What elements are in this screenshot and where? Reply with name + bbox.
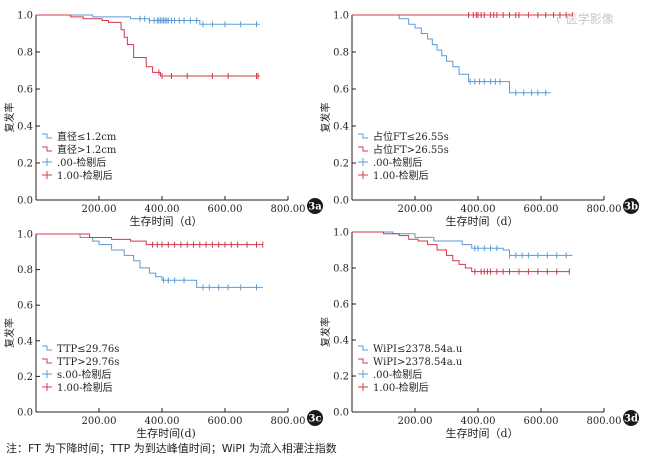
- panel-badge-label: 3d: [624, 414, 638, 425]
- x-axis-title: 生存时间（d）: [445, 426, 518, 440]
- x-tick-label: 800.00: [587, 416, 622, 427]
- y-axis-title: 复发率: [3, 103, 16, 133]
- x-tick-label: 400.00: [461, 204, 496, 215]
- x-tick-label: 400.00: [145, 204, 180, 215]
- y-tick-label: 1.0: [17, 11, 33, 22]
- y-tick-label: 0.6: [333, 85, 349, 96]
- km-curve-red: [36, 233, 263, 246]
- legend-label: .00-检剔后: [57, 156, 106, 169]
- y-tick-label: 0.6: [17, 85, 33, 96]
- km-curve-blue: [36, 14, 260, 25]
- x-axis-title: 生存时间（d）: [445, 214, 518, 228]
- km-curve-blue: [352, 14, 551, 94]
- chart-panel-3b: 200.00 400.00 600.00 800.00 0.0 0.2 0.4 0.6 0.8 1…: [319, 11, 639, 228]
- x-axis-title: 生存时间(d): [136, 426, 196, 440]
- y-tick-label: 0.4: [333, 122, 349, 133]
- x-tick-label: 600.00: [524, 416, 559, 427]
- y-tick-label: 0.8: [17, 48, 33, 59]
- legend-label: TTP>29.76s: [57, 357, 119, 368]
- legend-label: 占位FT>26.55s: [373, 143, 449, 156]
- panel-badge-label: 3a: [308, 202, 322, 213]
- km-curve-red: [352, 231, 570, 273]
- chart-panel-3d: 200.00 400.00 600.00 800.00 0.0 0.2 0.4 0.6 0.8 1…: [319, 228, 639, 440]
- y-axis-title: 复发率: [319, 317, 332, 347]
- legend-label: 占位FT≤26.55s: [373, 130, 449, 143]
- x-tick-label: 200.00: [82, 416, 117, 427]
- x-tick-label: 200.00: [82, 204, 117, 215]
- km-curve-blue: [352, 231, 573, 256]
- y-tick-label: 0.2: [333, 159, 349, 170]
- km-curve-blue: [36, 233, 263, 288]
- legend-label: 1.00-检剔后: [57, 381, 113, 394]
- x-tick-label: 400.00: [461, 416, 496, 427]
- y-tick-label: 0.8: [17, 265, 33, 276]
- x-tick-label: 600.00: [208, 204, 243, 215]
- legend-label: .00-检剔后: [373, 368, 422, 381]
- legend-label: s.00-检剔后: [57, 368, 111, 381]
- y-tick-label: 0.6: [333, 300, 349, 311]
- legend-step-symbol: [42, 146, 52, 152]
- chart-panel-3c: 200.00 400.00 600.00 800.00 0.0 0.2 0.4 0.6 0.8 1…: [3, 230, 323, 440]
- y-tick-label: 0.2: [17, 159, 33, 170]
- panel-badge: [623, 410, 639, 426]
- legend-label: 1.00-检剔后: [373, 169, 429, 182]
- x-tick-label: 600.00: [524, 204, 559, 215]
- legend-label: 直径>1.2cm: [57, 143, 117, 156]
- y-tick-label: 1.0: [333, 228, 349, 239]
- panel-badge-label: 3c: [308, 414, 321, 425]
- y-tick-label: 0.8: [333, 48, 349, 59]
- legend-step-symbol: [42, 133, 52, 139]
- y-axis-title: 复发率: [3, 318, 16, 348]
- legend-step-symbol: [358, 133, 368, 139]
- watermark-logo: ᠵ 医学影像: [556, 12, 614, 26]
- y-tick-label: 0.4: [333, 336, 349, 347]
- legend-step-symbol: [358, 146, 368, 152]
- y-tick-label: 0.0: [17, 196, 33, 207]
- legend-label: 直径≤1.2cm: [57, 130, 117, 143]
- figure-note: 注：FT 为下降时间；TTP 为到达峰值时间；WiPI 为流入相灌注指数: [6, 442, 337, 455]
- legend-label: WiPI>2378.54a.u: [373, 357, 463, 368]
- legend-step-symbol: [358, 358, 368, 364]
- y-tick-label: 0.0: [333, 196, 349, 207]
- panel-badge-label: 3b: [624, 202, 638, 213]
- y-tick-label: 1.0: [333, 11, 349, 22]
- chart-panel-3a: 200.00 400.00 600.00 800.00 0.0 0.2 0.4 0.6 0.8 1…: [3, 11, 323, 228]
- y-tick-label: 0.8: [333, 264, 349, 275]
- y-tick-label: 0.2: [333, 372, 349, 383]
- y-tick-label: 0.4: [17, 122, 33, 133]
- y-tick-label: 0.0: [333, 408, 349, 419]
- x-tick-label: 600.00: [208, 416, 243, 427]
- legend-label: 1.00-检剔后: [373, 381, 429, 394]
- x-tick-label: 200.00: [398, 204, 433, 215]
- y-tick-label: 0.4: [17, 336, 33, 347]
- legend-label: WiPI≤2378.54a.u: [373, 344, 463, 355]
- x-tick-label: 200.00: [398, 416, 433, 427]
- y-tick-label: 0.2: [17, 372, 33, 383]
- km-curve-red: [36, 14, 260, 77]
- legend-step-symbol: [358, 345, 368, 351]
- y-tick-label: 0.0: [17, 408, 33, 419]
- legend-label: 1.00-检剔后: [57, 169, 113, 182]
- panel-badge: [307, 410, 323, 426]
- y-axis-title: 复发率: [319, 103, 332, 133]
- y-tick-label: 1.0: [17, 230, 33, 241]
- legend-label: TTP≤29.76s: [57, 344, 119, 355]
- legend-step-symbol: [42, 358, 52, 364]
- legend-label: .00-检剔后: [373, 156, 422, 169]
- y-tick-label: 0.6: [17, 301, 33, 312]
- x-tick-label: 800.00: [271, 204, 306, 215]
- x-tick-label: 400.00: [145, 416, 180, 427]
- x-tick-label: 800.00: [587, 204, 622, 215]
- legend-step-symbol: [42, 345, 52, 351]
- panel-badge: [623, 198, 639, 214]
- x-tick-label: 800.00: [271, 416, 306, 427]
- panel-badge: [307, 198, 323, 214]
- x-axis-title: 生存时间（d）: [129, 214, 202, 228]
